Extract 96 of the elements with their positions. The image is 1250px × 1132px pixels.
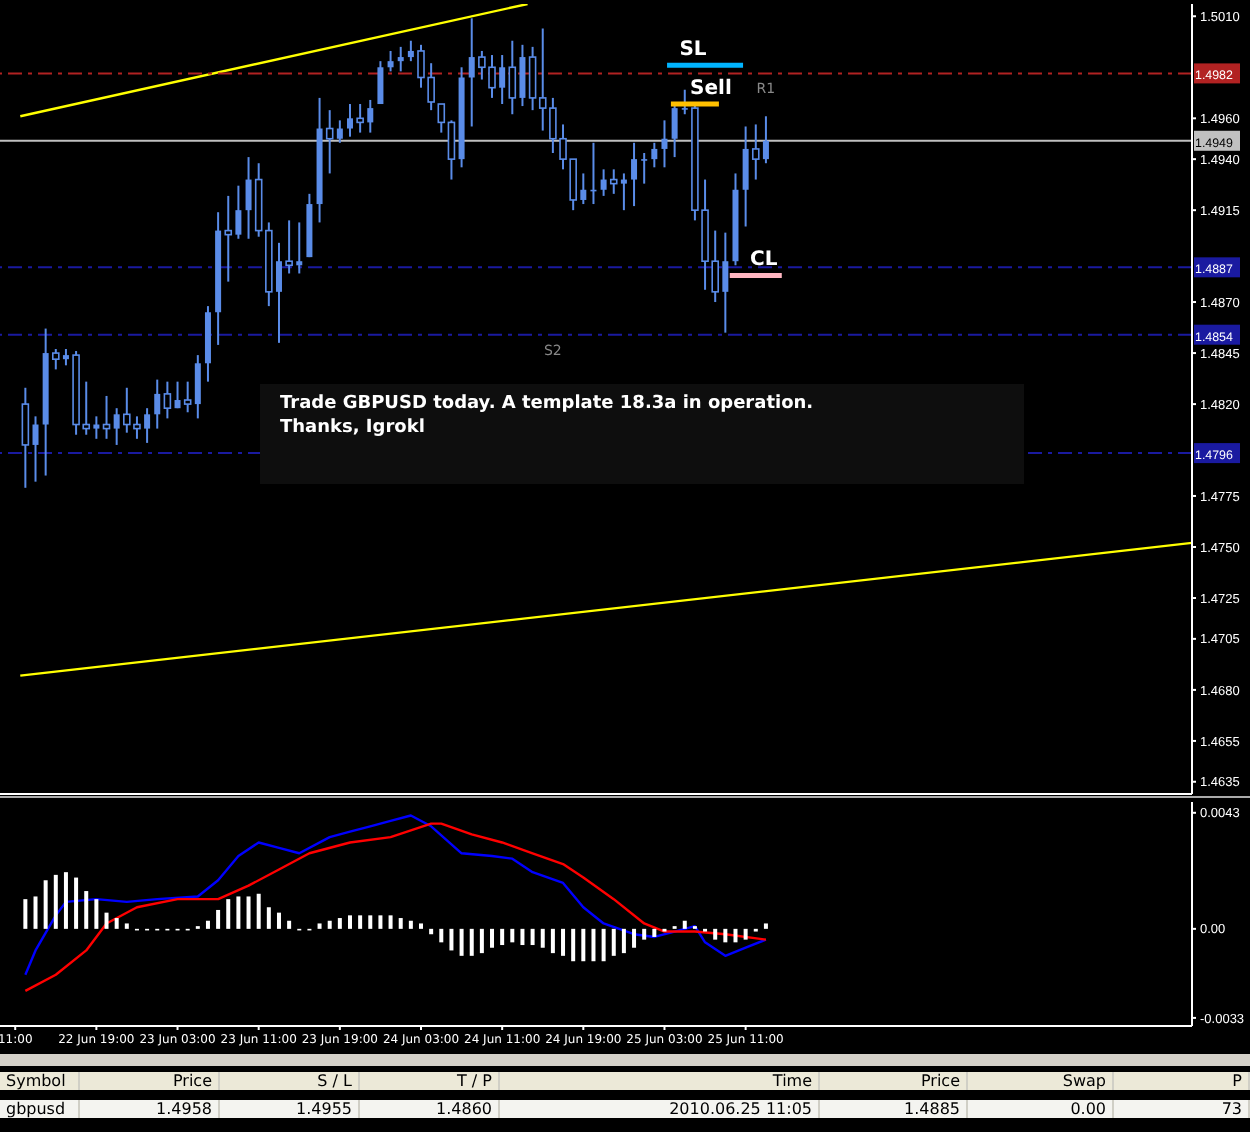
text: 1.4958 [80, 1099, 220, 1117]
bar [358, 915, 363, 929]
bar [591, 928, 596, 962]
bar [419, 923, 423, 929]
bar [33, 896, 38, 929]
candlestick [651, 141, 658, 169]
bar [408, 920, 413, 929]
candlestick [194, 354, 201, 420]
bar [621, 928, 626, 954]
bar [520, 928, 525, 946]
bar [226, 899, 231, 929]
bar [479, 928, 484, 954]
bar [347, 915, 352, 929]
candlestick [397, 45, 404, 73]
bar [429, 928, 434, 935]
category-label: Time [500, 1071, 820, 1089]
bar [287, 920, 292, 929]
bar [114, 918, 119, 929]
bar [368, 915, 373, 929]
bar [266, 907, 271, 929]
annotation: Trade GBPUSD today. A template 18.3a in operation. [280, 392, 816, 416]
bar [723, 928, 728, 943]
bar [459, 928, 464, 956]
bar [256, 893, 261, 929]
bar [571, 928, 576, 962]
annotation: CL [750, 249, 779, 272]
candlestick [671, 103, 678, 159]
annotation: Thanks, Igrokl [280, 416, 427, 440]
text: 1.4885 [820, 1099, 968, 1117]
candlestick [21, 386, 30, 489]
category-label: P [1114, 1071, 1250, 1089]
bar [449, 928, 454, 951]
bar [439, 928, 444, 943]
candlestick [377, 60, 384, 106]
bar [652, 928, 657, 937]
bar [713, 928, 718, 940]
bar [63, 872, 68, 929]
bar [601, 928, 606, 962]
text: gbpusd [0, 1099, 80, 1117]
bar [581, 928, 586, 962]
bar [276, 912, 281, 929]
bar [246, 896, 251, 929]
bar [398, 918, 403, 929]
bar [469, 928, 474, 956]
candlestick [32, 415, 39, 483]
bar [642, 928, 647, 940]
category-label: Swap [968, 1071, 1114, 1089]
candlestick [631, 141, 638, 208]
annotation: Sell [690, 78, 732, 101]
bar [317, 923, 322, 929]
bar [763, 923, 768, 929]
text: 0.00 [968, 1099, 1114, 1117]
bar [632, 928, 637, 948]
bar [43, 880, 48, 929]
category-label: S / L [220, 1071, 360, 1089]
text: 2010.06.25 11:05 [500, 1099, 820, 1117]
bar [124, 923, 129, 929]
candlestick [154, 378, 161, 430]
candlestick [163, 380, 172, 420]
bar [337, 918, 342, 929]
bar [236, 896, 241, 929]
category-label: T / P [360, 1071, 500, 1089]
bar [682, 920, 687, 929]
bar [23, 899, 28, 929]
candlestick [387, 49, 394, 73]
category-label: Symbol [0, 1071, 80, 1089]
bar [84, 891, 89, 929]
bar [490, 928, 495, 948]
text: 1.4955 [220, 1099, 360, 1117]
category-label: Price [820, 1071, 968, 1089]
bar [561, 928, 566, 956]
bar [205, 920, 210, 929]
candlestick [641, 152, 648, 185]
bar [500, 928, 505, 946]
annotation: SL [679, 39, 708, 62]
text: 73 [1114, 1099, 1250, 1117]
text-panel: Trade GBPUSD today. A template 18.3a in operation. Thanks, Igrokl [260, 384, 1024, 484]
bar [378, 915, 383, 929]
bar [743, 928, 748, 940]
category-label: Price [80, 1071, 220, 1089]
bar [104, 912, 109, 929]
bar [327, 920, 332, 929]
candlestick [661, 119, 668, 169]
bar [216, 909, 221, 929]
bar [388, 915, 393, 929]
bar [540, 928, 545, 948]
text: 1.4860 [360, 1099, 500, 1117]
bar [611, 928, 616, 956]
candlestick [183, 380, 192, 414]
bar [733, 928, 738, 943]
bar [550, 928, 555, 954]
bar [94, 899, 99, 929]
bar [530, 928, 535, 946]
bar [74, 877, 79, 929]
bar [53, 874, 58, 929]
candlestick [508, 39, 517, 116]
